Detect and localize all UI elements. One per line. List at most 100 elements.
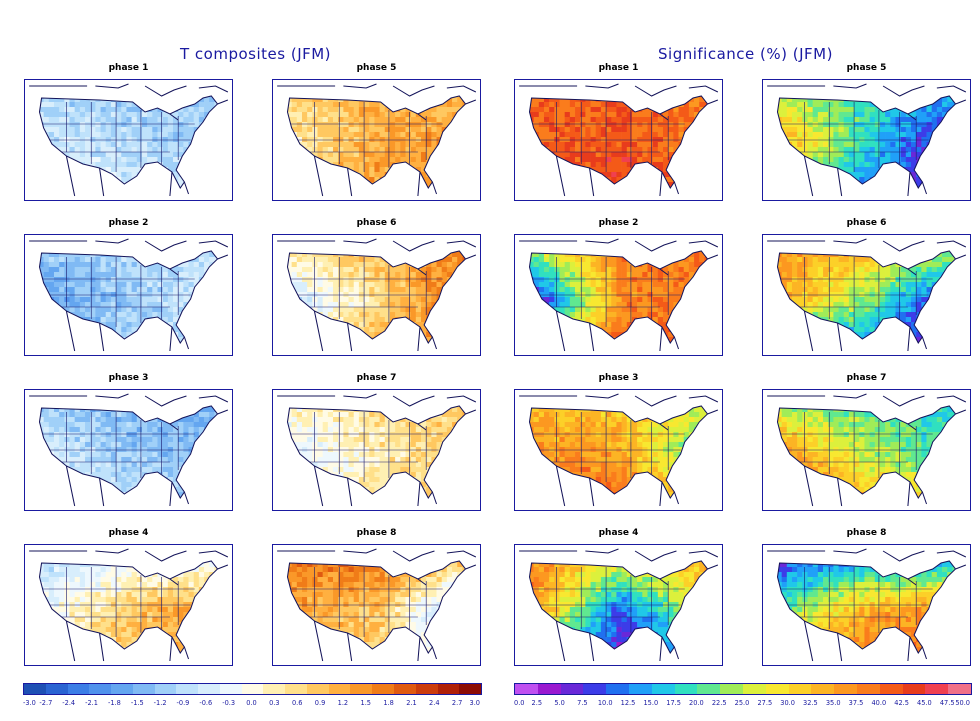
field-cell bbox=[369, 147, 375, 153]
field-cell bbox=[157, 132, 163, 138]
field-cell bbox=[343, 102, 349, 108]
field-cell bbox=[395, 427, 401, 433]
field-cell bbox=[199, 192, 204, 197]
field-cell bbox=[364, 347, 369, 352]
field-cell bbox=[136, 96, 143, 98]
field-cell bbox=[209, 162, 215, 168]
field-cell bbox=[162, 332, 169, 338]
field-cell bbox=[162, 102, 169, 108]
field-cell bbox=[431, 442, 437, 448]
field-cell bbox=[220, 452, 225, 457]
field-cell bbox=[33, 332, 38, 337]
field-cell bbox=[53, 437, 60, 443]
field-cell bbox=[188, 162, 195, 168]
field-cell bbox=[338, 432, 344, 438]
field-cell bbox=[312, 262, 318, 268]
field-cell bbox=[353, 292, 360, 298]
field-cell bbox=[301, 317, 308, 323]
field-cell bbox=[85, 502, 90, 507]
field-cell bbox=[327, 467, 334, 473]
field-cell bbox=[364, 197, 369, 200]
field-cells bbox=[33, 251, 225, 355]
field-cell bbox=[281, 482, 286, 487]
field-cell bbox=[374, 127, 380, 133]
field-cell bbox=[374, 177, 380, 183]
field-cell bbox=[74, 422, 81, 428]
field-cell bbox=[157, 192, 162, 197]
field-cell bbox=[441, 492, 448, 498]
field-cell bbox=[395, 507, 400, 510]
field-cell bbox=[126, 197, 131, 200]
field-cell bbox=[302, 192, 307, 197]
field-cell bbox=[64, 251, 70, 253]
field-cell bbox=[178, 347, 183, 352]
field-cell bbox=[437, 347, 442, 352]
field-cell bbox=[281, 462, 286, 467]
field-cell bbox=[333, 167, 339, 173]
field-cell bbox=[79, 447, 86, 453]
field-cell bbox=[70, 507, 75, 510]
field-cell bbox=[116, 437, 122, 443]
field-cell bbox=[64, 137, 70, 143]
field-cell bbox=[446, 422, 453, 428]
field-cell bbox=[85, 152, 91, 158]
field-cell bbox=[462, 322, 466, 328]
field-cell bbox=[462, 406, 466, 408]
field-cell bbox=[400, 277, 406, 283]
field-cell bbox=[292, 192, 297, 197]
field-cell bbox=[209, 407, 215, 413]
field-cell bbox=[343, 312, 349, 318]
field-cell bbox=[95, 257, 101, 263]
field-cell bbox=[90, 96, 96, 98]
field-cell bbox=[178, 447, 184, 453]
field-cell bbox=[369, 406, 375, 408]
field-cell bbox=[296, 337, 303, 343]
field-cell bbox=[457, 142, 463, 148]
field-cell bbox=[79, 132, 86, 138]
field-cell bbox=[131, 452, 138, 458]
field-cell bbox=[379, 472, 386, 478]
field-cell bbox=[147, 102, 153, 108]
field-cell bbox=[426, 102, 432, 108]
field-cell bbox=[426, 122, 432, 128]
field-cell bbox=[43, 277, 50, 283]
field-cell bbox=[90, 297, 96, 303]
field-cell bbox=[162, 422, 169, 428]
field-cell bbox=[49, 352, 54, 355]
field-cell bbox=[287, 167, 292, 173]
field-cell bbox=[317, 102, 323, 108]
field-cell bbox=[48, 487, 55, 493]
field-cell bbox=[415, 297, 422, 303]
field-cell bbox=[220, 337, 225, 342]
field-cell bbox=[369, 312, 375, 318]
field-cell bbox=[204, 462, 210, 468]
field-cell bbox=[167, 307, 174, 313]
field-cell bbox=[343, 447, 349, 453]
field-cell bbox=[343, 467, 349, 473]
field-cell bbox=[415, 332, 422, 338]
field-cell bbox=[79, 342, 86, 343]
field-cell bbox=[157, 182, 163, 188]
field-cell bbox=[74, 561, 81, 563]
field-cell bbox=[307, 147, 313, 153]
field-cell bbox=[178, 96, 184, 98]
field-cell bbox=[95, 277, 101, 283]
field-cell bbox=[136, 437, 143, 443]
field-cell bbox=[64, 297, 70, 303]
field-cell bbox=[322, 277, 329, 283]
field-cell bbox=[452, 497, 458, 498]
field-cell bbox=[358, 457, 365, 463]
field-cell bbox=[348, 112, 355, 118]
field-cell bbox=[167, 442, 174, 448]
field-cell bbox=[291, 307, 298, 313]
field-cell bbox=[178, 561, 184, 563]
field-cell bbox=[338, 122, 344, 128]
field-cell bbox=[131, 406, 138, 408]
field-cell bbox=[90, 417, 96, 423]
field-cell bbox=[410, 457, 417, 463]
field-cell bbox=[374, 192, 379, 197]
field-cell bbox=[441, 157, 448, 163]
field-cell bbox=[167, 472, 174, 478]
field-cell bbox=[48, 167, 55, 173]
field-cell bbox=[301, 102, 308, 108]
